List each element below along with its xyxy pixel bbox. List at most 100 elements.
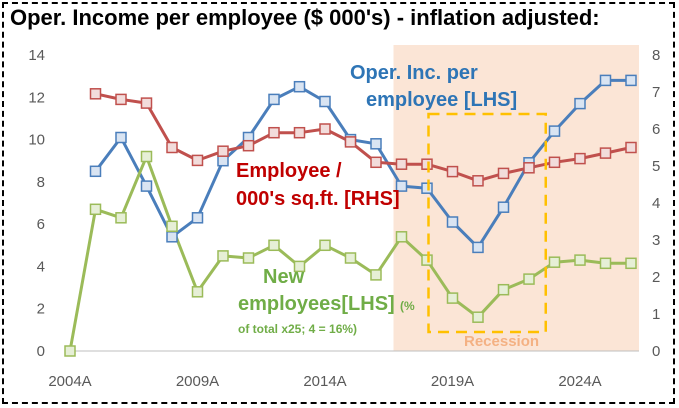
new-employees-point xyxy=(293,260,306,273)
right-tick-label: 2 xyxy=(652,269,660,286)
oper-inc-point xyxy=(89,165,102,178)
employee-density-line xyxy=(95,92,632,183)
left-tick-label: 0 xyxy=(37,343,45,360)
oper-inc-point xyxy=(268,93,280,106)
employee-density-point xyxy=(319,123,331,135)
new-employees-point xyxy=(115,212,127,224)
x-tick-label: 2009A xyxy=(176,373,219,390)
employee-density-point xyxy=(446,165,459,178)
left-tick-label: 6 xyxy=(37,216,45,233)
left-tick-label: 2 xyxy=(37,301,45,318)
employee-density-point xyxy=(191,154,204,167)
oper-inc-point xyxy=(395,180,408,192)
right-tick-label: 5 xyxy=(652,158,660,175)
oper-inc-point xyxy=(217,154,229,167)
employee-annotation-line1: Employee / xyxy=(236,160,342,182)
new-employees-point xyxy=(64,345,76,357)
employee-density-point xyxy=(599,147,612,159)
left-tick-label: 10 xyxy=(28,132,45,149)
new-employees-point xyxy=(421,254,433,266)
new-employees-point xyxy=(497,283,510,296)
oper-inc-point xyxy=(497,201,510,213)
employee-density-point xyxy=(140,97,153,109)
oper-inc-point xyxy=(599,74,612,87)
employee-density-point xyxy=(344,136,357,148)
employee-density-point xyxy=(472,175,484,187)
new-employees-point xyxy=(89,203,102,216)
new-employees-point xyxy=(191,286,204,298)
new-employees-point xyxy=(395,231,408,243)
new-employees-point xyxy=(574,254,586,266)
right-tick-label: 7 xyxy=(652,84,660,101)
employee-density-point xyxy=(523,162,535,174)
oper-inc-point xyxy=(166,231,178,243)
oper-inc-point xyxy=(370,138,382,150)
new-employees-point xyxy=(446,292,459,304)
new-employees-annotation-line1: New xyxy=(263,266,305,288)
employee-density-point xyxy=(548,156,561,169)
oper-inc-point xyxy=(472,241,484,254)
employee-density-point xyxy=(625,141,637,154)
recession-box xyxy=(427,112,547,334)
oper-inc-point xyxy=(625,74,637,87)
oper-inc-point xyxy=(191,212,204,224)
employee-density-point xyxy=(421,158,433,170)
right-tick-label: 4 xyxy=(652,195,660,212)
right-tick-label: 1 xyxy=(652,306,660,323)
x-axis-ticks: 2004A 2009A 2014A 2019A 2024A xyxy=(48,373,601,390)
x-tick-label: 2004A xyxy=(48,373,91,390)
right-tick-label: 8 xyxy=(652,47,660,64)
oper-inc-point xyxy=(421,182,433,194)
new-employees-point xyxy=(548,256,561,268)
employee-density-point xyxy=(268,126,280,139)
new-employees-point xyxy=(370,269,382,281)
new-employees-point xyxy=(472,311,484,323)
new-employees-point xyxy=(242,252,255,264)
right-tick-label: 6 xyxy=(652,121,660,138)
series-points xyxy=(64,74,637,357)
new-employees-point xyxy=(319,239,331,252)
x-tick-label: 2014A xyxy=(303,373,346,390)
employee-density-point xyxy=(115,93,127,106)
new-employees-point xyxy=(217,250,229,262)
left-tick-label: 12 xyxy=(28,89,45,106)
left-axis-ticks: 0 2 4 6 8 10 12 14 xyxy=(28,47,45,360)
oper-inc-point xyxy=(446,216,459,228)
x-tick-label: 2024A xyxy=(558,373,601,390)
employee-density-point xyxy=(395,158,408,170)
employee-density-point xyxy=(293,126,306,139)
new-employees-annotation-line2: employees[LHS] xyxy=(238,293,395,315)
left-tick-label: 8 xyxy=(37,174,45,191)
chart-frame xyxy=(2,2,675,404)
employee-density-point xyxy=(574,152,586,165)
new-employees-point xyxy=(268,239,280,252)
employee-density-point xyxy=(89,88,102,100)
employee-density-point xyxy=(242,139,255,152)
recession-label: Recession xyxy=(464,333,539,350)
left-tick-label: 4 xyxy=(37,258,45,275)
new-employees-annotation-note: of total x25; 4 = 16%) xyxy=(238,322,357,336)
new-employees-annotation-pct: (% xyxy=(400,299,415,313)
right-tick-label: 3 xyxy=(652,232,660,249)
employee-density-point xyxy=(497,167,510,180)
oper-inc-point xyxy=(115,131,127,144)
chart-title: Oper. Income per employee ($ 000's) - in… xyxy=(10,5,600,30)
oper-inc-line xyxy=(94,78,631,249)
new-employees-point xyxy=(599,257,612,270)
x-tick-label: 2019A xyxy=(431,373,474,390)
oper-inc-point xyxy=(319,95,331,108)
new-employees-point xyxy=(523,273,535,285)
oper-inc-annotation-line1: Oper. Inc. per xyxy=(350,62,478,84)
employee-density-point xyxy=(166,141,178,154)
oper-inc-point xyxy=(574,97,586,110)
employee-density-point xyxy=(370,156,382,169)
employee-density-point xyxy=(217,145,229,157)
right-tick-label: 0 xyxy=(652,343,660,360)
new-employees-point xyxy=(625,257,637,270)
left-tick-label: 14 xyxy=(28,47,45,64)
right-axis-ticks: 0 1 2 3 4 5 6 7 8 xyxy=(652,47,660,360)
oper-inc-point xyxy=(293,80,306,93)
employee-annotation-line2: 000's sq.ft. [RHS] xyxy=(236,188,400,210)
oper-inc-point xyxy=(140,180,153,192)
